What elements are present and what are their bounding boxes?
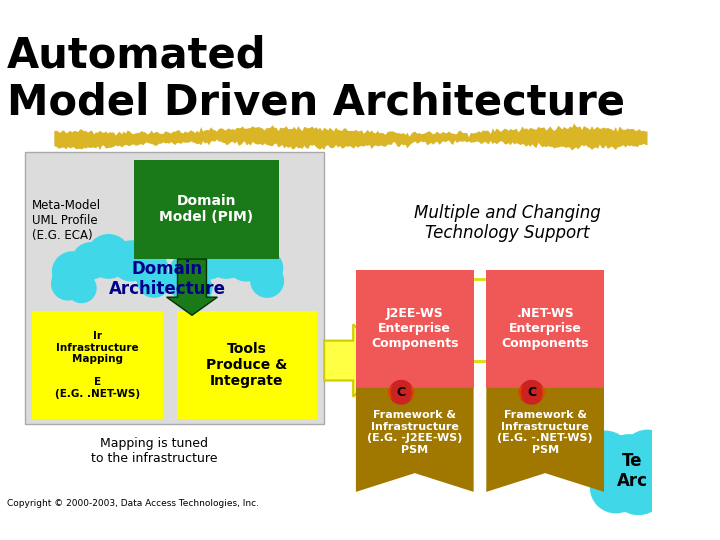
Circle shape (53, 252, 92, 292)
Polygon shape (166, 259, 217, 315)
Text: Framework &
Infrastructure
(E.G. -.NET-WS)
PSM: Framework & Infrastructure (E.G. -.NET-W… (498, 410, 593, 455)
Circle shape (246, 250, 282, 286)
Circle shape (521, 382, 541, 402)
Circle shape (138, 265, 170, 297)
Circle shape (577, 431, 632, 485)
Text: Meta-Model
UML Profile
(E.G. ECA): Meta-Model UML Profile (E.G. ECA) (32, 199, 101, 242)
Text: J2EE-WS
Enterprise
Components: J2EE-WS Enterprise Components (371, 307, 459, 350)
Circle shape (190, 243, 226, 279)
Text: C: C (397, 386, 406, 399)
Ellipse shape (519, 384, 544, 400)
Bar (486, 270, 604, 388)
Text: Tools
Produce &
Integrate: Tools Produce & Integrate (206, 342, 287, 388)
Bar (356, 270, 474, 388)
Text: .NET-WS
Enterprise
Components: .NET-WS Enterprise Components (501, 307, 589, 350)
Circle shape (112, 241, 151, 281)
Circle shape (170, 252, 210, 292)
Circle shape (595, 435, 664, 504)
Text: Multiple and Changing
Technology Support: Multiple and Changing Technology Support (414, 204, 600, 242)
Text: Framework &
Infrastructure
(E.G. -J2EE-WS)
PSM: Framework & Infrastructure (E.G. -J2EE-W… (367, 410, 462, 455)
Bar (32, 310, 163, 420)
Circle shape (611, 460, 665, 515)
Circle shape (67, 274, 96, 302)
Text: Domain
Architecture: Domain Architecture (109, 260, 226, 299)
Circle shape (73, 243, 109, 279)
Text: Automated: Automated (7, 35, 267, 77)
Text: C: C (527, 386, 536, 399)
Circle shape (251, 265, 284, 297)
Circle shape (226, 241, 266, 281)
Ellipse shape (389, 384, 414, 400)
Circle shape (87, 235, 130, 278)
Bar (134, 159, 279, 259)
Polygon shape (486, 388, 604, 492)
Polygon shape (324, 325, 387, 397)
Text: Copyright © 2000-2003, Data Access Technologies, Inc.: Copyright © 2000-2003, Data Access Techn… (7, 499, 259, 508)
Circle shape (52, 267, 84, 300)
Circle shape (390, 381, 413, 404)
Bar (25, 152, 324, 424)
Circle shape (520, 381, 544, 404)
Circle shape (204, 235, 248, 278)
Text: Te
Arc: Te Arc (616, 451, 647, 490)
Circle shape (183, 274, 212, 302)
Text: Mapping is tuned
to the infrastructure: Mapping is tuned to the infrastructure (91, 437, 217, 465)
Circle shape (622, 430, 673, 481)
Circle shape (169, 267, 202, 300)
Polygon shape (54, 124, 647, 151)
Polygon shape (356, 388, 474, 492)
Text: Domain
Model (PIM): Domain Model (PIM) (159, 194, 253, 225)
Text: Model Driven Architecture: Model Driven Architecture (7, 82, 625, 124)
Circle shape (634, 460, 670, 496)
Circle shape (131, 250, 168, 286)
Text: Ir
Infrastructure
Mapping

E
(E.G. .NET-WS): Ir Infrastructure Mapping E (E.G. .NET-W… (55, 331, 140, 399)
Circle shape (391, 382, 411, 402)
Circle shape (590, 462, 642, 512)
Bar (176, 310, 317, 420)
